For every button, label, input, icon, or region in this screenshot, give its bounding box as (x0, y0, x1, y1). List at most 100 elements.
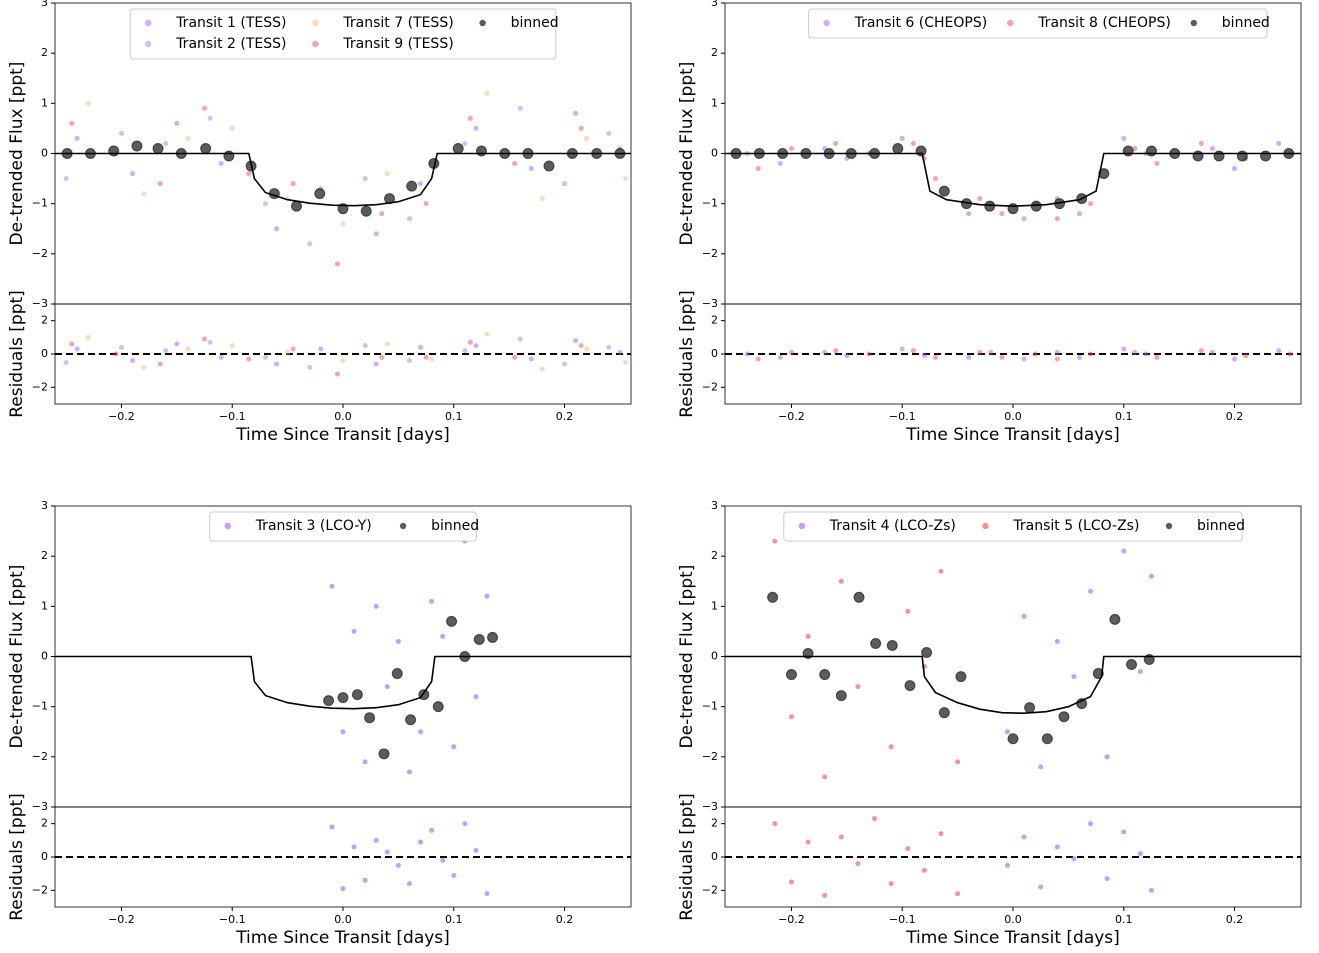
data-point (290, 346, 296, 352)
data-point (473, 847, 479, 853)
data-point (1071, 674, 1077, 680)
subplot: −3 −2 −1 0 1 2 3 De-trended Flux [ppt] Transit 4… (677, 499, 1302, 813)
subplot: −2 0 2 −0.2 −0.1 0.0 0.1 0.2 Residuals [ppt] Time… (7, 793, 632, 948)
data-point (921, 353, 927, 359)
data-point (788, 349, 794, 355)
data-point (932, 354, 938, 360)
data-point (473, 125, 479, 131)
legend-marker (312, 40, 319, 48)
data-point (423, 354, 429, 360)
binned-point (1024, 702, 1036, 714)
x-axis-label: Time Since Transit [days] (905, 425, 1120, 445)
x-tick-label: −0.1 (889, 410, 916, 423)
legend-marker (798, 522, 805, 530)
legend-marker (1165, 522, 1173, 530)
data-point (866, 351, 872, 357)
binned-point (152, 142, 164, 154)
data-point (69, 341, 75, 347)
legend-label: binned (511, 15, 559, 31)
legend-marker (982, 522, 989, 530)
binned-point (1260, 150, 1272, 162)
data-point (584, 346, 590, 352)
legend-label: Transit 4 (LCO-Zs) (829, 518, 956, 534)
x-tick-label: 0.0 (1004, 913, 1022, 926)
data-point (1121, 829, 1127, 835)
binned-point (405, 714, 417, 726)
data-point (1038, 884, 1044, 890)
x-tick-label: 0.2 (1226, 913, 1244, 926)
y-tick-label: 0 (41, 147, 48, 160)
binned-point (938, 185, 950, 197)
data-point (384, 341, 390, 347)
x-tick-label: −0.1 (219, 913, 246, 926)
data-point (772, 538, 778, 544)
data-point (1132, 145, 1138, 151)
data-point (285, 349, 291, 355)
legend-label: binned (431, 518, 479, 534)
data-point (1076, 354, 1082, 360)
data-point (888, 881, 894, 887)
data-point (85, 100, 91, 106)
data-point (1287, 351, 1293, 357)
data-point (174, 120, 180, 126)
y-tick-label: −2 (32, 883, 48, 896)
legend-label: binned (1197, 518, 1245, 534)
binned-point (785, 669, 797, 681)
data-point (418, 344, 424, 350)
data-point (157, 361, 163, 367)
data-point (1054, 356, 1060, 362)
data-point (418, 181, 424, 187)
data-point (1071, 856, 1077, 862)
binned-point (432, 701, 444, 713)
y-tick-label: 2 (711, 314, 718, 327)
data-point (163, 140, 169, 146)
binned-point (1007, 733, 1019, 745)
data-point (440, 857, 446, 863)
data-point (573, 338, 579, 344)
data-point (362, 176, 368, 182)
y-axis-label: De-trended Flux [ppt] (677, 565, 697, 749)
data-point (822, 349, 828, 355)
legend-box (783, 511, 1243, 542)
binned-point (487, 631, 499, 643)
y-tick-label: −2 (32, 750, 48, 763)
data-point (905, 608, 911, 614)
data-point (185, 135, 191, 141)
data-point (1143, 351, 1149, 357)
y-tick-label: −3 (702, 800, 718, 813)
binned-point (1122, 145, 1134, 157)
data-point (1088, 588, 1094, 594)
x-tick-label: −0.2 (108, 410, 135, 423)
data-point (473, 343, 479, 349)
y-tick-label: 2 (711, 817, 718, 830)
data-point (467, 115, 473, 121)
legend-marker (399, 522, 407, 530)
binned-point (351, 689, 363, 701)
subplot: −3 −2 −1 0 1 2 3 De-trended Flux [ppt] Transit 6… (677, 0, 1302, 310)
y-tick-label: 2 (41, 549, 48, 562)
data-point (744, 351, 750, 357)
data-point (1021, 613, 1027, 619)
data-point (1232, 166, 1238, 172)
legend-label: binned (1222, 15, 1270, 31)
x-tick-label: 0.1 (445, 410, 463, 423)
binned-point (853, 591, 865, 603)
subplot: −2 0 2 −0.2 −0.1 0.0 0.1 0.2 Residuals [ppt] Time… (677, 290, 1302, 445)
y-axis-label: Residuals [ppt] (7, 793, 27, 921)
binned-point (921, 646, 933, 658)
data-point (373, 231, 379, 237)
data-point (988, 349, 994, 355)
data-point (573, 110, 579, 116)
binned-point (1007, 203, 1019, 215)
data-point (113, 351, 119, 357)
binned-point (915, 145, 927, 157)
data-point (1004, 862, 1010, 868)
x-tick-label: −0.2 (108, 913, 135, 926)
y-tick-label: 2 (41, 817, 48, 830)
data-point (517, 105, 523, 111)
data-point (938, 568, 944, 574)
x-axis-label: Time Since Transit [days] (235, 928, 450, 948)
data-point (844, 353, 850, 359)
data-point (274, 226, 280, 232)
x-tick-label: 0.0 (334, 410, 352, 423)
